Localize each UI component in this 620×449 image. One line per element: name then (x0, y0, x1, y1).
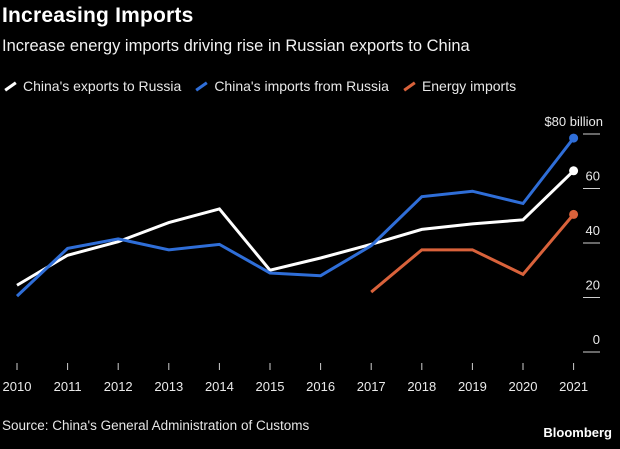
legend: China's exports to Russia China's import… (2, 78, 528, 94)
legend-label-energy: Energy imports (421, 78, 517, 94)
y-tick-label: $80 billion (544, 114, 603, 129)
series-endpoint-1 (569, 133, 579, 143)
x-tick-label: 2016 (306, 379, 335, 394)
y-tick-label: 0 (593, 332, 600, 347)
legend-label-imports: China's imports from Russia (214, 78, 389, 94)
x-tick-label: 2010 (3, 379, 32, 394)
y-tick-label: 60 (586, 169, 600, 184)
x-tick-label: 2017 (357, 379, 386, 394)
series-endpoint-0 (569, 166, 579, 176)
legend-item-energy: Energy imports (401, 78, 516, 94)
x-tick-label: 2021 (559, 379, 588, 394)
x-tick-label: 2013 (154, 379, 183, 394)
brand-logo: Bloomberg (543, 425, 612, 440)
y-tick-label: 40 (586, 223, 600, 238)
chart-title: Increasing Imports (2, 4, 194, 27)
x-tick-label: 2012 (104, 379, 133, 394)
series-line-2 (370, 213, 575, 294)
legend-label-exports: China's exports to Russia (23, 78, 182, 94)
source-note: Source: China's General Administration o… (2, 418, 310, 433)
legend-item-exports: China's exports to Russia (2, 78, 181, 94)
y-tick-label: 20 (586, 278, 600, 293)
x-tick-label: 2015 (256, 379, 285, 394)
x-tick-label: 2020 (509, 379, 538, 394)
chart-subtitle: Increase energy imports driving rise in … (2, 37, 470, 55)
x-tick-label: 2018 (407, 379, 436, 394)
series-endpoint-2 (569, 209, 579, 219)
x-tick-label: 2014 (205, 379, 234, 394)
series-line-1 (15, 137, 575, 298)
series-line-0 (16, 169, 575, 287)
x-tick-label: 2011 (54, 379, 82, 394)
legend-item-imports: China's imports from Russia (193, 78, 389, 94)
x-tick-label: 2019 (458, 379, 487, 394)
